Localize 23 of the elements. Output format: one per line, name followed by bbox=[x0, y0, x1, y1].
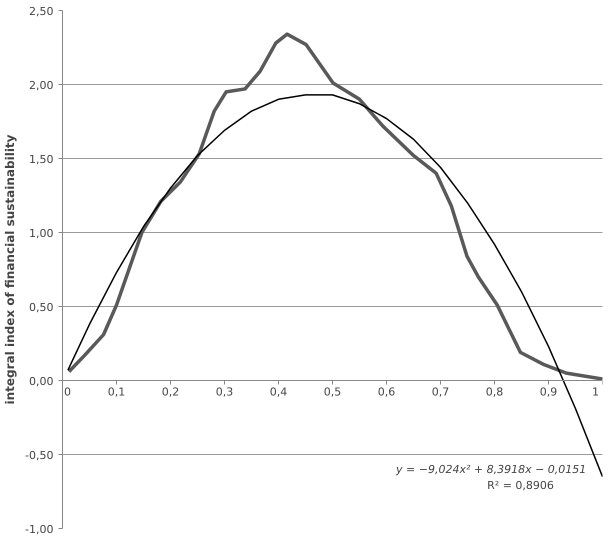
x-tick-label: 0,1 bbox=[108, 386, 126, 398]
y-tick-label: 0,00 bbox=[29, 375, 54, 388]
y-tick-label: 2,50 bbox=[29, 5, 54, 18]
y-tick-label: -0,50 bbox=[25, 449, 54, 462]
y-tick-label: 2,00 bbox=[29, 79, 54, 92]
y-axis-title: integral index of financial sustainability bbox=[3, 134, 18, 404]
x-tick-label: 0 bbox=[64, 386, 71, 398]
x-tick-label: 0,3 bbox=[216, 386, 234, 398]
y-tick-label: 1,50 bbox=[29, 153, 54, 166]
x-tick-label: 0,2 bbox=[162, 386, 180, 398]
x-tick-label: 0,7 bbox=[432, 386, 450, 398]
line-series bbox=[67, 32, 602, 381]
x-tick-label: 0,8 bbox=[486, 386, 504, 398]
y-tick-label: -1,00 bbox=[25, 523, 54, 536]
x-tick-label: 0,4 bbox=[270, 386, 288, 398]
x-tick-label: 1 bbox=[592, 386, 599, 398]
annotation: R² = 0,8906 bbox=[487, 479, 554, 492]
x-tick-label: 0,9 bbox=[540, 386, 558, 398]
x-tick-label: 0,6 bbox=[378, 386, 396, 398]
y-tick-label: 0,50 bbox=[29, 301, 54, 314]
y-tick-label: 1,00 bbox=[29, 227, 54, 240]
annotation: y = −9,024x² + 8,3918x − 0,0151 bbox=[395, 462, 586, 476]
x-tick-label: 0,5 bbox=[324, 386, 342, 398]
